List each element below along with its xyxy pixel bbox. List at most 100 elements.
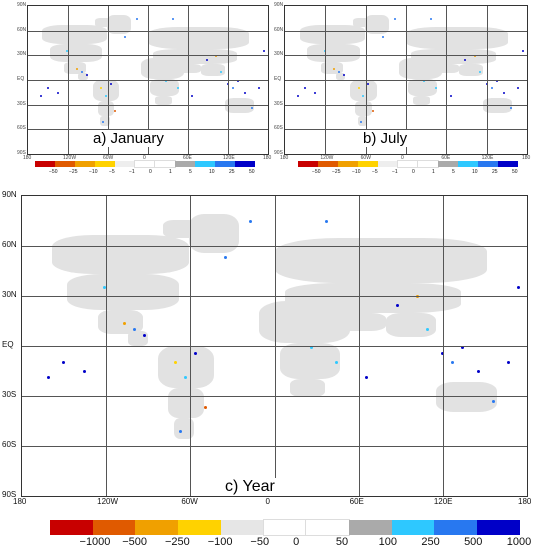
change-marker [244, 91, 246, 94]
landmass [436, 382, 497, 412]
lat-tick-label: 60S [17, 125, 26, 132]
landmass [155, 96, 172, 106]
colorbar-swatch [391, 520, 435, 535]
change-marker [143, 334, 147, 337]
change-marker [314, 91, 317, 94]
lat-tick-label: EQ [274, 76, 282, 82]
colorbar-swatch [338, 161, 358, 167]
colorbar-swatch [349, 520, 392, 535]
gridline-parallel [22, 396, 527, 397]
landmass [299, 25, 365, 45]
lat-tick-label: 90S [2, 490, 17, 499]
lat-tick-label: 60S [274, 125, 283, 132]
lat-tick-label: 30S [274, 100, 283, 107]
colorbar-label: 10 [472, 169, 478, 175]
lon-tick-label: 0 [401, 155, 404, 161]
lon-tick-label: 120E [223, 155, 235, 161]
change-marker [449, 94, 452, 97]
change-marker [251, 106, 254, 109]
change-marker [66, 50, 69, 53]
change-marker [510, 106, 513, 109]
colorbar-swatch [458, 161, 478, 167]
change-marker [430, 17, 433, 20]
landmass [173, 418, 194, 439]
colorbar-swatch [154, 160, 176, 168]
change-marker [360, 121, 363, 124]
lon-tick-label: 120W [320, 155, 334, 161]
change-marker [395, 304, 399, 307]
colorbar-swatch [417, 160, 439, 168]
lat-tick-label: 60S [2, 440, 17, 449]
gridline-meridian [486, 6, 488, 154]
lon-tick-label: 180 [522, 155, 531, 161]
change-marker [333, 68, 336, 71]
panel-title-january: a) January [90, 130, 167, 147]
lon-tick-label: 0 [143, 155, 146, 161]
landmass [107, 14, 132, 35]
gridline-meridian [442, 196, 444, 496]
change-marker [451, 361, 455, 364]
panel-title-july: b) July [360, 130, 411, 147]
colorbar-label: 50 [335, 536, 349, 548]
colorbar-label: −1000 [79, 536, 111, 548]
change-marker [517, 87, 520, 90]
gridline-parallel [28, 129, 268, 131]
map-year [21, 195, 528, 497]
lon-tick-label: 120E [481, 155, 494, 161]
change-marker [203, 406, 207, 409]
landmass [52, 235, 189, 274]
colorbar-swatch [235, 161, 255, 167]
change-marker [338, 71, 341, 74]
lat-tick-label: 90N [2, 190, 17, 199]
lat-tick-label: 30N [2, 290, 17, 299]
lon-tick-label: 60E [441, 155, 451, 161]
landmass [150, 78, 180, 97]
lat-tick-label: 30N [17, 51, 27, 58]
lat-tick-label: 90N [17, 2, 27, 8]
change-marker [56, 91, 59, 94]
change-marker [343, 74, 346, 77]
gridline-meridian [446, 6, 448, 154]
colorbar-label: −5 [109, 169, 115, 175]
change-marker [516, 286, 520, 289]
lon-tick-label: 60E [349, 497, 364, 506]
change-marker [381, 35, 384, 38]
colorbar-swatch [498, 161, 518, 167]
colorbar-label: −10 [352, 169, 361, 175]
landmass [413, 96, 431, 106]
change-marker [490, 87, 493, 90]
landmass [97, 100, 115, 116]
colorbar-swatch [35, 161, 55, 167]
lon-tick-label: 120E [433, 497, 453, 506]
colorbar-swatch [305, 519, 351, 536]
change-marker [85, 74, 88, 77]
change-marker [249, 220, 253, 223]
lon-tick-label: 0 [265, 497, 270, 506]
colorbar-label: 1000 [506, 536, 532, 548]
lat-tick-label: 30N [274, 51, 284, 58]
change-marker [323, 50, 326, 53]
change-marker [47, 376, 51, 379]
colorbar-annual [50, 519, 520, 536]
change-marker [357, 87, 360, 90]
change-marker [40, 94, 42, 97]
lon-tick-label: 60W [360, 155, 371, 161]
colorbar-label: −25 [332, 169, 341, 175]
change-marker [464, 59, 467, 62]
lat-tick-label: 90S [274, 150, 283, 156]
lon-tick-label: 180 [263, 155, 272, 161]
change-marker [183, 376, 187, 379]
colorbar-swatch [397, 160, 419, 168]
change-marker [220, 71, 222, 74]
colorbar-swatch [434, 520, 478, 535]
lon-tick-label: 120W [97, 497, 119, 506]
landmass [335, 72, 346, 80]
landmass [321, 62, 344, 75]
colorbar-label: −100 [207, 536, 233, 548]
gridline-parallel [28, 80, 268, 81]
colorbar-swatch [134, 160, 156, 168]
landmass [148, 26, 249, 49]
gridline-parallel [285, 104, 527, 106]
landmass [140, 57, 184, 79]
change-marker [502, 91, 505, 94]
